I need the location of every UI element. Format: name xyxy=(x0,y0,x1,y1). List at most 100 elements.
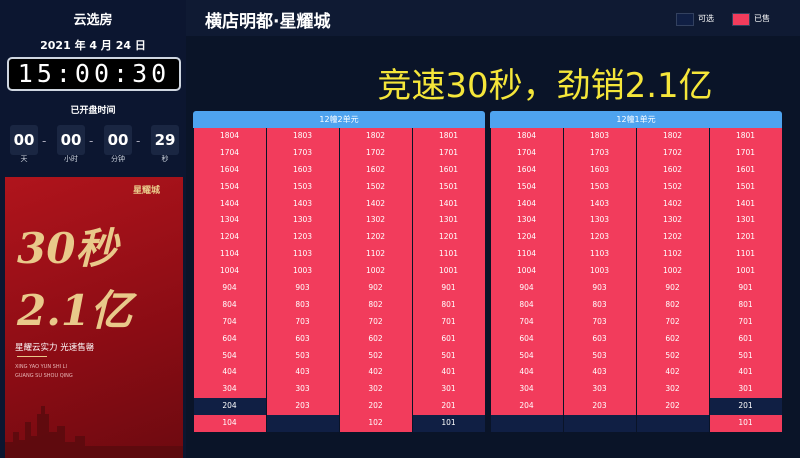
unit-cell[interactable]: 1401 xyxy=(412,195,485,213)
unit-cell[interactable]: 604 xyxy=(490,330,563,348)
unit-cell[interactable]: 1002 xyxy=(339,263,412,281)
unit-cell[interactable]: 1802 xyxy=(636,128,709,145)
unit-cell[interactable]: 703 xyxy=(266,313,339,331)
unit-cell[interactable]: 1801 xyxy=(412,128,485,145)
unit-cell[interactable]: 1701 xyxy=(412,144,485,162)
unit-cell[interactable]: 1003 xyxy=(266,263,339,281)
unit-cell[interactable]: 501 xyxy=(709,347,782,365)
unit-cell[interactable]: 704 xyxy=(193,313,266,331)
unit-cell[interactable]: 301 xyxy=(709,381,782,399)
unit-cell[interactable]: 1401 xyxy=(709,195,782,213)
unit-cell[interactable]: 502 xyxy=(636,347,709,365)
unit-cell[interactable]: 1502 xyxy=(636,178,709,196)
unit-cell[interactable]: 1702 xyxy=(636,144,709,162)
unit-cell[interactable]: 902 xyxy=(636,280,709,297)
unit-cell[interactable]: 1804 xyxy=(193,128,266,145)
unit-cell[interactable]: 701 xyxy=(709,313,782,331)
unit-cell[interactable]: 1301 xyxy=(709,212,782,230)
unit-cell[interactable]: 1102 xyxy=(636,246,709,264)
unit-cell[interactable]: 1203 xyxy=(563,229,636,247)
unit-cell[interactable]: 1104 xyxy=(193,246,266,264)
unit-cell[interactable]: 804 xyxy=(490,296,563,314)
unit-cell[interactable]: 304 xyxy=(193,381,266,399)
unit-cell[interactable]: 302 xyxy=(339,381,412,399)
unit-cell[interactable]: 1201 xyxy=(709,229,782,247)
unit-cell[interactable]: 501 xyxy=(412,347,485,365)
unit-cell[interactable]: 402 xyxy=(636,364,709,382)
unit-cell[interactable]: 803 xyxy=(563,296,636,314)
unit-cell[interactable]: 1101 xyxy=(709,246,782,264)
unit-cell[interactable]: 401 xyxy=(709,364,782,382)
unit-cell[interactable]: 601 xyxy=(709,330,782,348)
unit-cell[interactable]: 901 xyxy=(412,280,485,297)
unit-cell[interactable]: 1202 xyxy=(339,229,412,247)
unit-cell[interactable]: 1201 xyxy=(412,229,485,247)
unit-cell[interactable]: 1803 xyxy=(563,128,636,145)
unit-cell[interactable]: 1501 xyxy=(412,178,485,196)
unit-cell[interactable]: 204 xyxy=(490,398,563,416)
unit-cell[interactable]: 801 xyxy=(412,296,485,314)
unit-cell[interactable]: 1103 xyxy=(563,246,636,264)
unit-cell[interactable]: 1702 xyxy=(339,144,412,162)
unit-cell[interactable]: 1704 xyxy=(193,144,266,162)
unit-cell[interactable]: 404 xyxy=(490,364,563,382)
unit-cell[interactable]: 503 xyxy=(266,347,339,365)
unit-cell[interactable]: 1603 xyxy=(563,161,636,179)
unit-cell[interactable]: 903 xyxy=(266,280,339,297)
unit-cell[interactable]: 1304 xyxy=(193,212,266,230)
unit-cell[interactable]: 1304 xyxy=(490,212,563,230)
unit-cell[interactable]: 1004 xyxy=(193,263,266,281)
unit-cell[interactable] xyxy=(563,415,636,433)
unit-cell[interactable]: 1103 xyxy=(266,246,339,264)
unit-cell[interactable]: 904 xyxy=(193,280,266,297)
unit-cell[interactable]: 1701 xyxy=(709,144,782,162)
unit-cell[interactable]: 704 xyxy=(490,313,563,331)
unit-cell[interactable]: 702 xyxy=(339,313,412,331)
unit-cell[interactable]: 901 xyxy=(709,280,782,297)
unit-cell[interactable]: 701 xyxy=(412,313,485,331)
unit-cell[interactable]: 804 xyxy=(193,296,266,314)
unit-cell[interactable]: 603 xyxy=(266,330,339,348)
unit-cell[interactable]: 601 xyxy=(412,330,485,348)
unit-cell[interactable]: 102 xyxy=(339,415,412,433)
unit-cell[interactable]: 101 xyxy=(412,415,485,433)
unit-cell[interactable]: 703 xyxy=(563,313,636,331)
unit-cell[interactable]: 1202 xyxy=(636,229,709,247)
unit-cell[interactable]: 702 xyxy=(636,313,709,331)
unit-cell[interactable]: 1204 xyxy=(490,229,563,247)
unit-cell[interactable]: 801 xyxy=(709,296,782,314)
unit-cell[interactable]: 201 xyxy=(709,398,782,416)
unit-cell[interactable]: 1403 xyxy=(563,195,636,213)
unit-cell[interactable]: 203 xyxy=(563,398,636,416)
unit-cell[interactable]: 1504 xyxy=(490,178,563,196)
unit-cell[interactable]: 502 xyxy=(339,347,412,365)
unit-cell[interactable]: 802 xyxy=(636,296,709,314)
unit-cell[interactable]: 403 xyxy=(266,364,339,382)
unit-cell[interactable]: 1403 xyxy=(266,195,339,213)
unit-cell[interactable]: 903 xyxy=(563,280,636,297)
unit-cell[interactable] xyxy=(490,415,563,433)
unit-cell[interactable]: 602 xyxy=(339,330,412,348)
unit-cell[interactable]: 504 xyxy=(193,347,266,365)
unit-cell[interactable]: 401 xyxy=(412,364,485,382)
unit-cell[interactable]: 101 xyxy=(709,415,782,433)
unit-cell[interactable]: 603 xyxy=(563,330,636,348)
unit-cell[interactable]: 1302 xyxy=(339,212,412,230)
unit-cell[interactable]: 1102 xyxy=(339,246,412,264)
unit-cell[interactable]: 202 xyxy=(636,398,709,416)
unit-cell[interactable]: 1604 xyxy=(193,161,266,179)
unit-cell[interactable]: 1703 xyxy=(266,144,339,162)
unit-cell[interactable] xyxy=(636,415,709,433)
unit-cell[interactable]: 802 xyxy=(339,296,412,314)
unit-cell[interactable]: 1303 xyxy=(266,212,339,230)
unit-cell[interactable]: 1001 xyxy=(412,263,485,281)
unit-cell[interactable]: 1804 xyxy=(490,128,563,145)
unit-cell[interactable]: 1301 xyxy=(412,212,485,230)
unit-cell[interactable]: 1203 xyxy=(266,229,339,247)
unit-cell[interactable]: 104 xyxy=(193,415,266,433)
unit-cell[interactable]: 1002 xyxy=(636,263,709,281)
unit-cell[interactable]: 1602 xyxy=(339,161,412,179)
unit-cell[interactable]: 1001 xyxy=(709,263,782,281)
unit-cell[interactable]: 402 xyxy=(339,364,412,382)
unit-cell[interactable]: 1303 xyxy=(563,212,636,230)
